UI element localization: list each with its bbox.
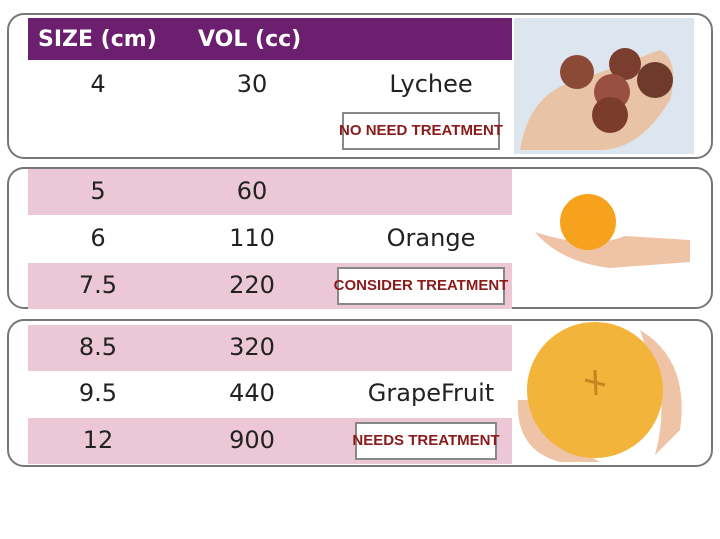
orange-image [535, 194, 690, 268]
volume-cell: 220 [229, 271, 275, 299]
header-size: SIZE (cm) [38, 27, 157, 52]
treatment-label: CONSIDER TREATMENT [334, 277, 509, 294]
row-band [28, 169, 512, 215]
size-cell: 4 [90, 70, 105, 98]
size-cell: 6 [90, 224, 105, 252]
treatment-box [337, 267, 505, 305]
grapefruit-image [517, 322, 682, 462]
size-cell: 12 [83, 426, 114, 454]
fruit-label: GrapeFruit [368, 379, 494, 407]
volume-cell: 60 [237, 177, 268, 205]
size-cell: 8.5 [79, 333, 117, 361]
size-cell: 5 [90, 177, 105, 205]
header-bar [28, 18, 512, 60]
header-volume: VOL (cc) [198, 27, 301, 52]
size-cell: 7.5 [79, 271, 117, 299]
volume-cell: 440 [229, 379, 275, 407]
treatment-box [355, 422, 497, 460]
treatment-label: NO NEED TREATMENT [339, 122, 503, 139]
treatment-label: NEEDS TREATMENT [352, 432, 499, 449]
volume-cell: 30 [237, 70, 268, 98]
fruit-label: Lychee [389, 70, 472, 98]
volume-cell: 320 [229, 333, 275, 361]
volume-cell: 900 [229, 426, 275, 454]
fruit-label: Orange [387, 224, 476, 252]
size-cell: 9.5 [79, 379, 117, 407]
treatment-box [342, 112, 500, 150]
lychee-image [514, 18, 694, 154]
volume-cell: 110 [229, 224, 275, 252]
row-band [28, 325, 512, 371]
